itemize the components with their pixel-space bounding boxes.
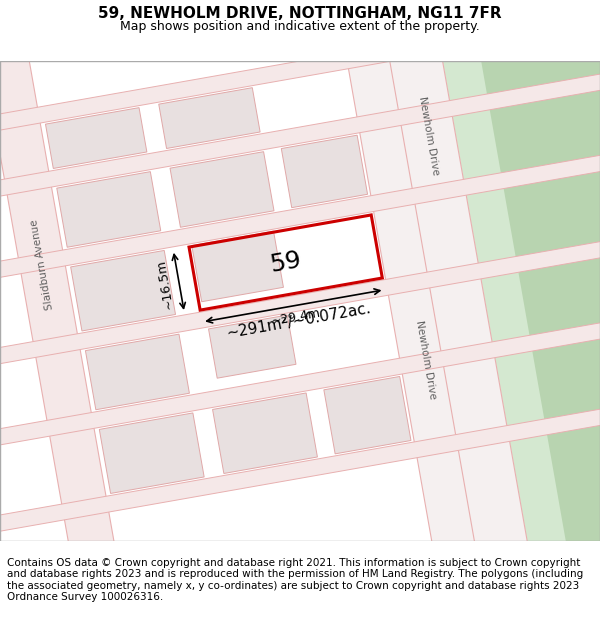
Polygon shape [0,312,600,450]
Polygon shape [46,107,147,169]
Polygon shape [85,334,190,410]
Text: Newholm Drive: Newholm Drive [418,96,441,176]
Text: Contains OS data © Crown copyright and database right 2021. This information is : Contains OS data © Crown copyright and d… [7,558,583,602]
Polygon shape [0,71,600,209]
Text: 59, NEWHOLM DRIVE, NOTTINGHAM, NG11 7FR: 59, NEWHOLM DRIVE, NOTTINGHAM, NG11 7FR [98,6,502,21]
Polygon shape [281,135,368,208]
Polygon shape [209,315,296,378]
Polygon shape [377,0,530,564]
Polygon shape [100,413,204,494]
Polygon shape [429,0,599,554]
Text: Slaidburn Avenue: Slaidburn Avenue [29,219,55,311]
Polygon shape [170,152,274,228]
Polygon shape [0,234,600,371]
Polygon shape [0,150,600,288]
Text: Map shows position and indicative extent of the property.: Map shows position and indicative extent… [120,20,480,33]
Text: ~291m²/~0.072ac.: ~291m²/~0.072ac. [225,301,372,341]
Polygon shape [0,54,129,625]
Polygon shape [71,251,176,331]
Polygon shape [212,393,317,474]
Polygon shape [324,376,411,454]
Text: Newholm Drive: Newholm Drive [415,319,438,400]
Polygon shape [192,231,283,302]
Polygon shape [159,88,260,149]
Text: ~16.5m: ~16.5m [154,258,176,310]
Polygon shape [57,172,161,248]
Polygon shape [0,396,600,534]
Polygon shape [466,0,600,548]
Polygon shape [337,0,488,571]
Text: ~29.4m: ~29.4m [269,307,321,329]
Text: 59: 59 [268,248,304,277]
Polygon shape [0,8,600,145]
